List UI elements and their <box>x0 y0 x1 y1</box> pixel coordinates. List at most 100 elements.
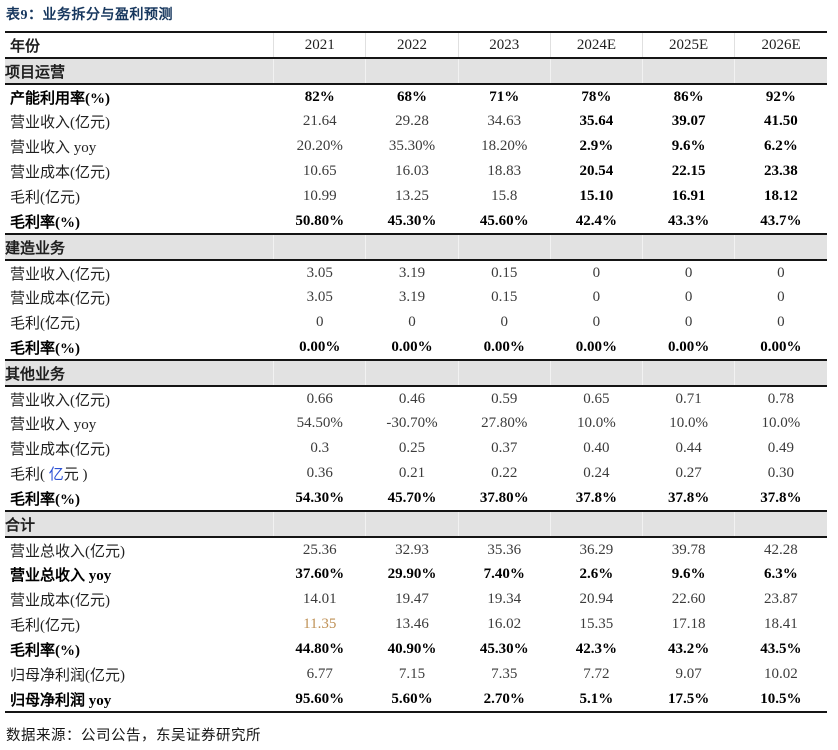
value-cell: 43.3% <box>668 212 710 229</box>
section-band-cell <box>642 359 735 387</box>
table-row: 毛利率(%) 44.80% 40.90% 45.30% 42.3% 43.2% 43.5% <box>5 637 827 662</box>
value-cell: 45.70% <box>387 489 437 506</box>
value-cell: 44.80% <box>295 641 345 657</box>
value-cell: 82% <box>304 88 335 105</box>
row-label: 营业成本(亿元) <box>10 165 110 181</box>
row-label-part: 元 ) <box>63 467 88 483</box>
section-band-cell <box>457 510 551 538</box>
section-title: 合计 <box>5 510 274 538</box>
value-cell: 18.20% <box>481 138 528 154</box>
value-cell: 0.00% <box>483 338 525 355</box>
section-band-cell <box>457 233 551 261</box>
value-cell: 0.66 <box>306 390 333 407</box>
section-band-cell <box>734 510 827 538</box>
section-band-cell <box>273 233 366 261</box>
table-body: 项目运营 产能利用率(%) 82% 68% 71% 78% 86% 92% 营业收入(亿元) 21… <box>5 57 827 713</box>
value-cell: 10.02 <box>763 666 798 682</box>
value-cell: 35.30% <box>388 138 436 154</box>
value-cell: 37.80% <box>479 489 529 506</box>
value-cell: 0.65 <box>583 390 610 407</box>
value-cell: 18.83 <box>487 163 522 179</box>
row-label: 归母净利润 yoy <box>5 687 274 713</box>
value-cell: 43.5% <box>760 641 802 657</box>
value-cell: 54.30% <box>295 489 345 506</box>
row-label: 产能利用率(%) <box>10 90 110 107</box>
table-row: 营业总收入 yoy 37.60% 29.90% 7.40% 2.6% 9.6% 6.3% <box>5 562 827 587</box>
value-cell: 37.8% <box>760 489 802 506</box>
header-cell-2026e: 2026E <box>734 31 827 59</box>
value-cell: 27.80% <box>481 415 528 431</box>
header-cell-year: 年份 <box>5 31 274 59</box>
table-row: 毛利(亿元) 11.35 13.46 16.02 15.35 17.18 18.41 <box>5 612 827 637</box>
value-cell: 95.60% <box>273 687 366 713</box>
value-cell: 0 <box>592 314 601 330</box>
value-cell: 35.64 <box>579 113 614 129</box>
section-band-cell <box>734 57 827 85</box>
value-cell: 0.78 <box>767 390 794 407</box>
value-cell: 3.19 <box>398 264 426 281</box>
value-cell: 0 <box>684 289 693 305</box>
value-cell: 15.8 <box>491 188 518 204</box>
row-label: 营业收入 yoy <box>10 417 97 433</box>
value-cell: 42.3% <box>575 641 618 657</box>
value-cell: 25.36 <box>302 541 337 558</box>
section-band-cell <box>457 57 551 85</box>
row-label: 营业成本(亿元) <box>10 442 110 458</box>
row-label: 毛利( 亿元 ) <box>5 461 274 486</box>
value-cell: 37.8% <box>668 489 710 506</box>
value-cell: 10.0% <box>761 415 801 431</box>
value-cell: 0.25 <box>398 440 426 456</box>
section-title: 其他业务 <box>5 359 274 387</box>
value-cell: 0 <box>500 314 508 330</box>
value-cell: 0.44 <box>675 440 702 456</box>
value-cell: 36.29 <box>579 541 614 558</box>
value-cell: 20.94 <box>579 591 614 607</box>
value-cell: 17.5% <box>642 687 735 713</box>
row-label: 毛利(亿元) <box>10 316 80 332</box>
value-cell: 0.36 <box>306 465 333 481</box>
value-cell: 3.05 <box>306 264 333 281</box>
table-row: 营业收入 yoy 20.20% 35.30% 18.20% 2.9% 9.6% 6.2% <box>5 134 827 159</box>
table-row: 营业收入(亿元) 3.05 3.19 0.15 0 0 0 <box>5 260 827 285</box>
value-cell: 37.8% <box>575 489 618 506</box>
value-cell: 0 <box>777 264 785 281</box>
value-cell: 34.63 <box>487 113 522 129</box>
value-cell: 2.70% <box>458 687 551 713</box>
row-label: 毛利率(%) <box>10 643 80 659</box>
section-band-cell <box>734 359 827 387</box>
value-cell: 9.6% <box>671 566 706 582</box>
value-cell: 39.78 <box>671 541 706 558</box>
value-cell: 7.72 <box>583 666 610 682</box>
section-band-row: 建造业务 <box>5 233 827 261</box>
value-cell: 68% <box>396 88 427 105</box>
value-cell: 50.80% <box>295 212 345 229</box>
value-cell: 0.15 <box>491 264 518 281</box>
value-cell: 11.35 <box>303 616 337 632</box>
row-label-accent: 亿 <box>48 467 64 483</box>
value-cell: 2.6% <box>579 566 614 582</box>
value-cell: 23.87 <box>763 591 798 607</box>
value-cell: 0.21 <box>398 465 426 481</box>
header-cell-2022: 2022 <box>365 31 459 59</box>
value-cell: 0.40 <box>583 440 610 456</box>
section-band-cell <box>642 510 735 538</box>
section-title: 建造业务 <box>5 233 274 261</box>
value-cell: 18.12 <box>763 188 798 204</box>
value-cell: -30.70% <box>386 415 438 431</box>
row-label: 营业总收入(亿元) <box>10 543 125 560</box>
table-row: 营业成本(亿元) 10.65 16.03 18.83 20.54 22.15 23.38 <box>5 159 827 184</box>
section-band-cell <box>549 359 643 387</box>
value-cell: 0.22 <box>491 465 518 481</box>
value-cell: 5.60% <box>365 687 459 713</box>
table-title: 表9：业务拆分与盈利预测 <box>6 8 173 23</box>
section-band-cell <box>549 57 643 85</box>
value-cell: 3.05 <box>306 289 333 305</box>
section-band-cell <box>365 57 459 85</box>
row-label: 营业收入(亿元) <box>10 266 110 283</box>
table-row: 营业收入 yoy 54.50% -30.70% 27.80% 10.0% 10.0% 10.… <box>5 411 827 436</box>
section-band-cell <box>734 233 827 261</box>
value-cell: 0.46 <box>398 390 426 407</box>
value-cell: 9.6% <box>671 138 706 154</box>
value-cell: 71% <box>489 88 520 105</box>
